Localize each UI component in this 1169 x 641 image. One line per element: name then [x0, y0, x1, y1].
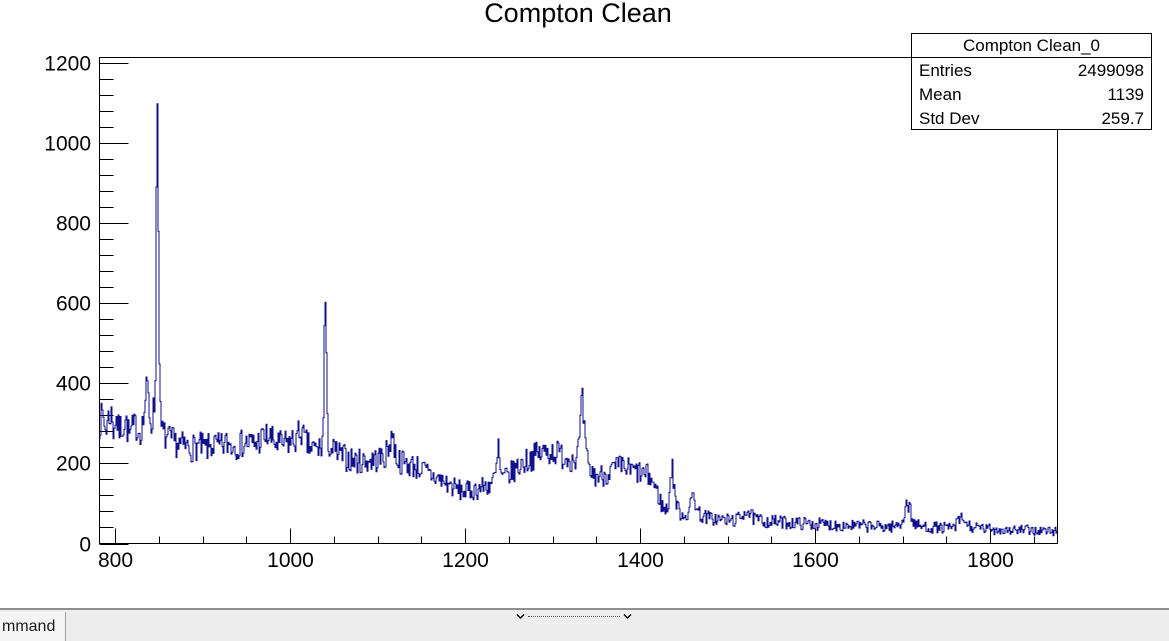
svg-text:1200: 1200 — [44, 53, 91, 76]
histogram-plot: 800 1000 1200 1400 1600 1800 0 200 400 600 800 1000… — [44, 53, 1058, 573]
stats-label: Mean — [919, 85, 962, 104]
svg-text:800: 800 — [98, 549, 133, 572]
stats-value: 259.7 — [1101, 109, 1144, 128]
stats-box: Compton Clean_0 Entries 2499098 Mean 113… — [911, 33, 1152, 130]
plot-frame — [99, 57, 1058, 544]
svg-text:1200: 1200 — [442, 549, 489, 572]
stats-label: Std Dev — [919, 109, 980, 128]
status-bar: mmand — [0, 608, 1169, 641]
chevron-down-icon — [623, 614, 632, 619]
svg-text:1800: 1800 — [967, 549, 1014, 572]
svg-text:600: 600 — [56, 293, 91, 316]
stats-box-title: Compton Clean_0 — [912, 34, 1151, 58]
stats-value: 2499098 — [1077, 61, 1144, 80]
svg-text:400: 400 — [56, 373, 91, 396]
chevron-down-icon — [516, 614, 525, 619]
root-canvas: 800 1000 1200 1400 1600 1800 0 200 400 600 800 1000… — [44, 0, 1152, 573]
command-tab[interactable]: mmand — [0, 612, 66, 641]
axis-ticks — [99, 63, 1035, 545]
svg-text:0: 0 — [79, 534, 91, 557]
stats-label: Entries — [919, 61, 972, 80]
stats-row-mean: Mean 1139 — [912, 82, 1151, 106]
svg-text:800: 800 — [56, 213, 91, 236]
svg-text:200: 200 — [56, 453, 91, 476]
chart-title: Compton Clean — [484, 0, 672, 28]
svg-text:1400: 1400 — [617, 549, 664, 572]
histogram-curve — [99, 103, 1058, 537]
svg-text:1000: 1000 — [267, 549, 314, 572]
svg-text:1600: 1600 — [792, 549, 839, 572]
axis-tick-labels: 800 1000 1200 1400 1600 1800 0 200 400 600 800 1000… — [44, 53, 1014, 573]
stats-row-entries: Entries 2499098 — [912, 58, 1151, 82]
svg-text:1000: 1000 — [44, 133, 91, 156]
splitter-dotted-line — [528, 616, 620, 617]
splitter-collapse-handle[interactable] — [516, 611, 632, 622]
stats-value: 1139 — [1107, 85, 1144, 104]
stats-row-stddev: Std Dev 259.7 — [912, 106, 1151, 130]
command-tab-label: mmand — [2, 617, 56, 635]
